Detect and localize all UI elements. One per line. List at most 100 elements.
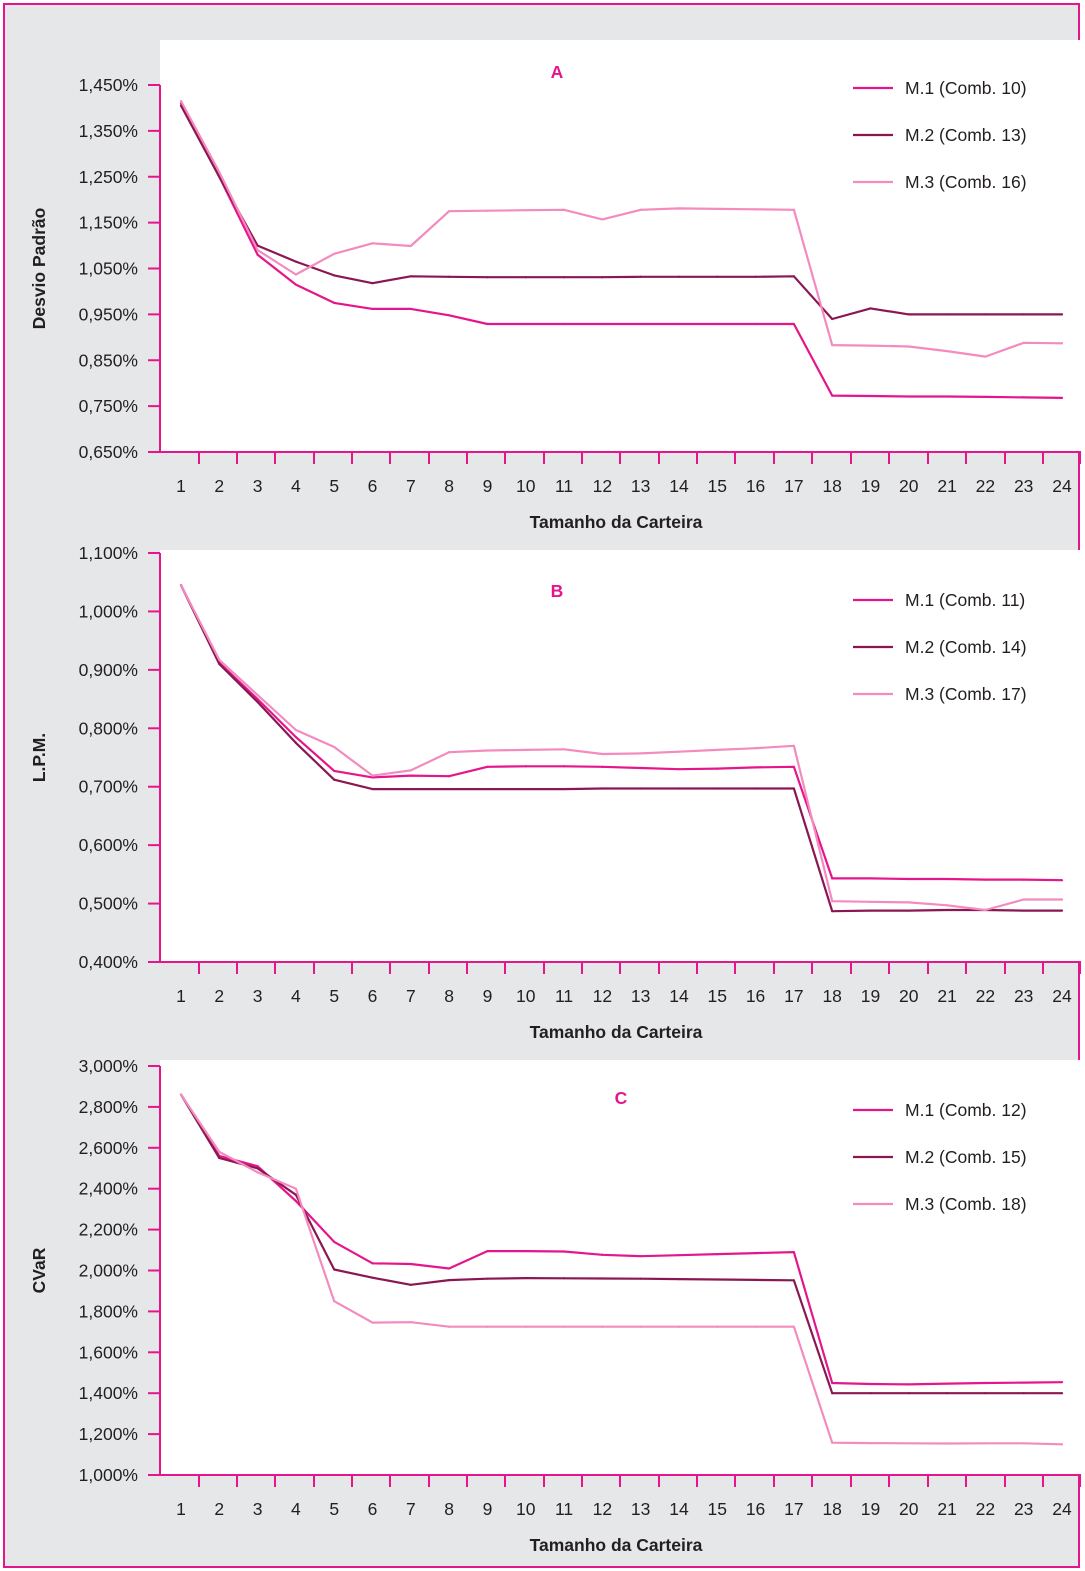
data-point [294, 283, 298, 286]
data-point [601, 765, 604, 768]
data-point [371, 307, 374, 310]
data-point [294, 735, 298, 739]
data-point [562, 322, 566, 326]
data-point [754, 747, 757, 750]
data-point [831, 344, 834, 347]
data-point [371, 787, 374, 791]
data-point [601, 1325, 604, 1328]
series-line-m2 [180, 105, 1062, 321]
data-point [907, 1442, 910, 1445]
data-point [601, 218, 604, 221]
data-point [907, 877, 910, 881]
data-point [562, 748, 566, 751]
data-point [907, 1383, 910, 1386]
data-point [256, 253, 259, 256]
data-point [716, 767, 719, 770]
y-tick-label: 1,050% [79, 259, 138, 279]
y-tick-label: 0,650% [79, 442, 138, 462]
data-point [333, 252, 336, 255]
data-point [179, 584, 183, 587]
y-tick-label: 3,000% [79, 1056, 138, 1076]
data-point [869, 877, 872, 880]
data-point [486, 749, 489, 752]
y-tick-label: 0,950% [79, 304, 138, 324]
x-tick-label: 14 [669, 1499, 689, 1519]
data-point [677, 322, 681, 326]
data-point [448, 275, 451, 278]
data-point [486, 209, 489, 212]
x-tick-label: 12 [593, 1499, 612, 1519]
data-point [294, 260, 298, 263]
data-point [1022, 898, 1025, 901]
data-point [1022, 1381, 1025, 1384]
data-point [716, 787, 719, 790]
data-point [333, 1240, 336, 1243]
y-tick-label: 1,600% [79, 1342, 138, 1362]
x-tick-label: 1 [176, 986, 186, 1006]
legend-label-m2: M.2 (Comb. 14) [905, 637, 1027, 657]
data-point [677, 1277, 681, 1281]
x-tick-label: 6 [368, 476, 378, 496]
panel-letter: A [551, 62, 564, 82]
data-point [179, 104, 183, 107]
x-tick-label: 2 [214, 476, 224, 496]
data-point [601, 276, 604, 279]
x-tick-label: 17 [784, 476, 803, 496]
x-tick-label: 10 [516, 1499, 536, 1519]
x-tick-label: 4 [291, 986, 301, 1006]
legend-label-m2: M.2 (Comb. 13) [905, 125, 1027, 145]
x-tick-label: 5 [329, 986, 339, 1006]
data-point [792, 208, 795, 211]
x-tick-label: 20 [899, 1499, 919, 1519]
x-tick-label: 22 [976, 1499, 995, 1519]
data-point [1022, 313, 1025, 316]
data-point [831, 394, 834, 397]
data-point [448, 1267, 451, 1270]
x-tick-label: 3 [253, 1499, 263, 1519]
data-point [945, 1442, 949, 1445]
data-point [831, 1441, 834, 1444]
x-tick-label: 10 [516, 986, 536, 1006]
data-point [524, 322, 527, 326]
data-point [984, 1442, 987, 1445]
x-tick-label: 1 [176, 1499, 186, 1519]
data-point [984, 355, 987, 358]
series-line-m1 [180, 584, 1063, 882]
series-line-m1 [180, 102, 1063, 399]
y-tick-label: 0,400% [79, 952, 138, 972]
data-point [677, 275, 681, 278]
x-tick-label: 6 [368, 1499, 378, 1519]
x-tick-label: 1 [176, 476, 186, 496]
y-tick-label: 1,150% [79, 213, 138, 233]
data-point [677, 787, 681, 790]
legend-label-m1: M.1 (Comb. 11) [905, 590, 1025, 610]
x-axis-title: Tamanho da Carteira [530, 1535, 703, 1555]
data-point [562, 787, 566, 791]
data-point [907, 909, 910, 912]
data-point [256, 1165, 259, 1168]
data-point [409, 1283, 412, 1286]
x-tick-label: 20 [899, 986, 919, 1006]
y-tick-label: 1,350% [79, 121, 138, 141]
data-point [984, 313, 987, 316]
x-tick-label: 18 [822, 1499, 841, 1519]
data-point [792, 1250, 795, 1254]
data-point [218, 1156, 221, 1160]
data-point [639, 208, 642, 211]
data-point [448, 1279, 451, 1282]
data-point [677, 207, 681, 210]
data-point [945, 877, 949, 881]
data-point [371, 242, 374, 245]
y-tick-label: 1,800% [79, 1301, 138, 1321]
y-tick-label: 0,500% [79, 894, 138, 914]
data-point [256, 1167, 259, 1170]
x-tick-label: 13 [631, 1499, 650, 1519]
series-line-m3 [180, 1093, 1063, 1446]
data-point [486, 1277, 489, 1280]
data-point [907, 395, 910, 398]
x-tick-label: 14 [669, 476, 689, 496]
data-point [409, 307, 412, 310]
data-point [562, 208, 566, 211]
x-tick-label: 5 [329, 476, 339, 496]
data-point [907, 901, 910, 904]
